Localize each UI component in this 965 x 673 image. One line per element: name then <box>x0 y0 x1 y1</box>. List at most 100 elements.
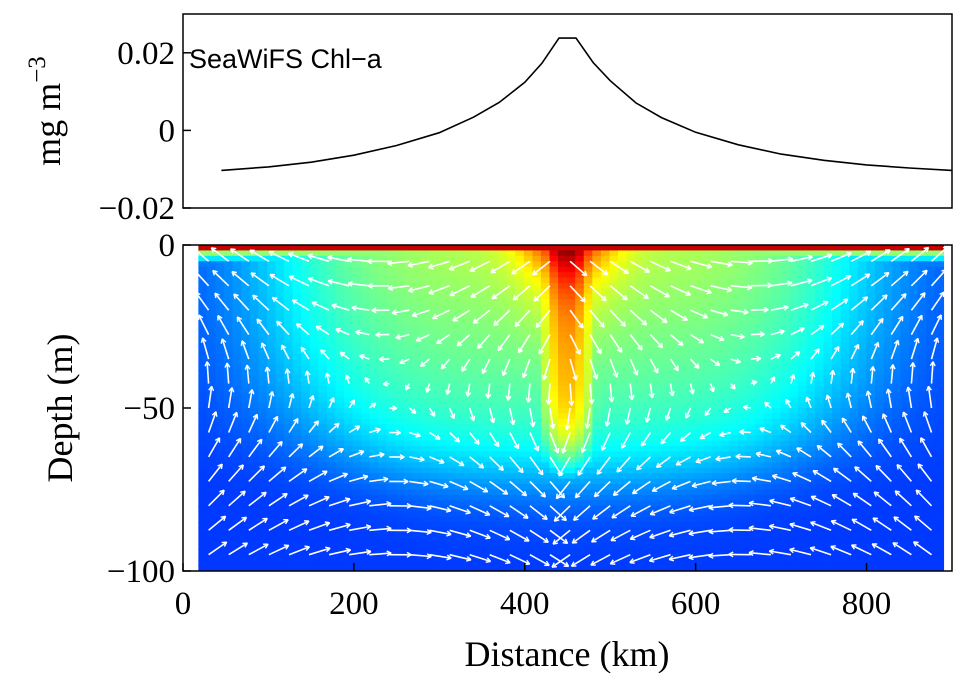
heat-cell <box>403 440 414 447</box>
heat-cell <box>515 266 525 273</box>
heat-cell <box>463 364 474 371</box>
heat-cell <box>909 446 919 453</box>
heat-cell <box>609 456 619 463</box>
heat-cell <box>797 277 808 284</box>
heat-cell <box>421 391 431 398</box>
heat-cell <box>309 402 319 409</box>
heat-cell <box>361 348 371 355</box>
heat-cell <box>275 408 285 415</box>
heat-cell <box>823 435 833 442</box>
heat-cell <box>892 451 902 458</box>
heat-cell <box>566 293 576 300</box>
heat-cell <box>866 261 876 268</box>
heat-cell <box>489 331 499 338</box>
heat-cell <box>823 478 833 485</box>
heat-cell <box>643 337 653 344</box>
heat-cell <box>703 364 713 371</box>
heat-cell <box>335 451 345 458</box>
heat-cell <box>292 326 302 333</box>
heat-cell <box>814 511 825 518</box>
heat-cell <box>755 337 765 344</box>
heat-cell <box>720 304 730 311</box>
heat-cell <box>729 538 739 545</box>
heat-cell <box>660 255 670 262</box>
heat-cell <box>275 532 285 539</box>
heat-cell <box>429 283 439 290</box>
heat-cell <box>558 391 568 398</box>
heat-cell <box>712 359 722 366</box>
heat-cell <box>720 440 730 447</box>
heat-cell <box>755 456 765 463</box>
heat-cell <box>737 549 748 556</box>
heat-cell <box>498 402 508 409</box>
heat-cell <box>258 554 268 561</box>
heat-cell <box>258 364 268 371</box>
heat-cell <box>206 413 217 420</box>
heat-cell <box>532 266 542 273</box>
heat-cell <box>729 261 739 268</box>
heat-cell <box>652 288 662 295</box>
heat-cell <box>934 310 945 317</box>
heat-cell <box>301 272 311 279</box>
heat-cell <box>900 331 910 338</box>
heat-cell <box>823 538 833 545</box>
heat-cell <box>643 359 653 366</box>
heat-cell <box>369 348 379 355</box>
heat-cell <box>669 494 679 501</box>
heat-cell <box>857 429 867 436</box>
heat-cell <box>703 500 713 507</box>
heat-cell <box>763 337 773 344</box>
heat-cell <box>446 255 456 262</box>
heat-cell <box>909 435 919 442</box>
heat-cell <box>832 511 842 518</box>
heat-cell <box>934 494 945 501</box>
heat-cell <box>600 272 611 279</box>
heat-cell <box>840 364 850 371</box>
heat-cell <box>412 321 422 328</box>
heat-cell <box>403 337 414 344</box>
heat-cell <box>720 364 730 371</box>
heat-cell <box>498 261 508 268</box>
heat-cell <box>866 456 876 463</box>
heat-cell <box>892 364 902 371</box>
heat-cell <box>909 451 919 458</box>
heat-cell <box>566 326 576 333</box>
chl-y-tick-label: 0.02 <box>117 36 175 72</box>
heat-cell <box>318 516 328 523</box>
heat-cell <box>258 440 268 447</box>
heat-cell <box>609 277 619 284</box>
heat-cell <box>806 250 816 257</box>
heat-cell <box>224 283 234 290</box>
heat-cell <box>592 304 602 311</box>
heat-cell <box>909 429 919 436</box>
heat-cell <box>583 293 593 300</box>
heat-cell <box>857 369 867 376</box>
heat-cell <box>909 310 919 317</box>
heat-cell <box>472 456 482 463</box>
heat-cell <box>660 424 670 431</box>
heat-cell <box>917 532 927 539</box>
heat-cell <box>361 342 371 349</box>
heat-cell <box>403 375 414 382</box>
heat-cell <box>455 413 465 420</box>
heat-cell <box>677 391 688 398</box>
heat-cell <box>763 446 773 453</box>
heat-cell <box>857 451 867 458</box>
heat-cell <box>849 408 859 415</box>
heat-cell <box>232 489 242 496</box>
heat-cell <box>343 261 354 268</box>
heat-cell <box>703 337 713 344</box>
heat-cell <box>378 321 388 328</box>
heat-cell <box>686 473 696 480</box>
heat-cell <box>823 375 833 382</box>
heat-cell <box>301 408 311 415</box>
heat-cell <box>489 380 499 387</box>
heat-cell <box>652 331 662 338</box>
heat-cell <box>301 402 311 409</box>
heat-cell <box>438 315 448 322</box>
heat-cell <box>686 391 696 398</box>
heat-cell <box>566 500 576 507</box>
heat-cell <box>258 418 268 425</box>
heat-cell <box>652 424 662 431</box>
